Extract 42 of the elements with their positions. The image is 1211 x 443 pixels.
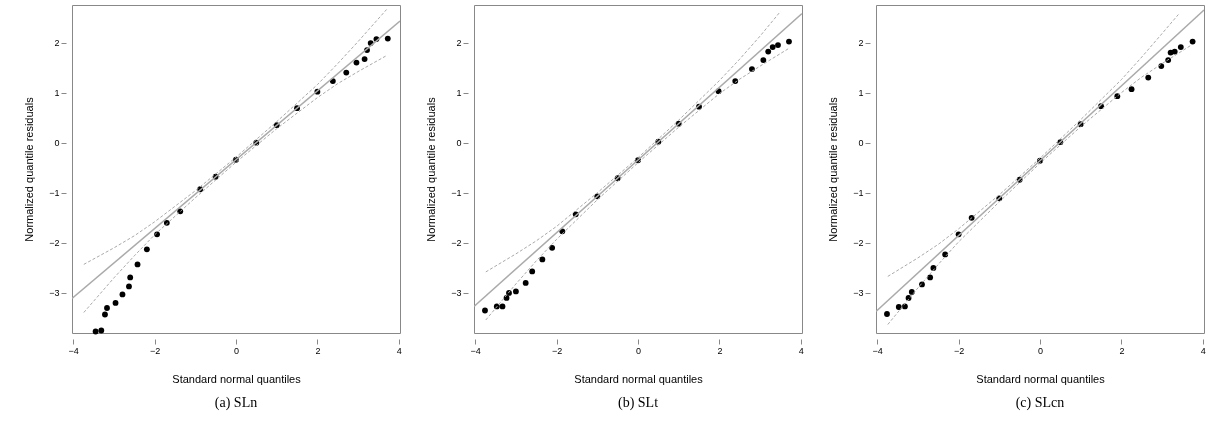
text: (b) SLt xyxy=(617,395,659,411)
y-tick-label: 1 xyxy=(858,88,864,99)
text: (c) SLcn xyxy=(1015,395,1065,411)
y-tick-label: 2 xyxy=(54,38,60,49)
y-tick-label: 0 xyxy=(456,138,462,149)
x-tick-label: 0 xyxy=(1037,345,1044,356)
y-tick-label: −2 xyxy=(853,238,864,249)
x-tick-label: 0 xyxy=(635,345,642,356)
x-tick-label: −4 xyxy=(872,345,883,356)
y-tick-label: −2 xyxy=(451,238,462,249)
y-tick-label: −3 xyxy=(49,288,60,299)
x-axis-title: Standard normal quantiles xyxy=(976,372,1106,385)
y-tick-label: 0 xyxy=(54,138,60,149)
x-tick-label: 2 xyxy=(315,345,321,356)
x-tick-label: −2 xyxy=(953,345,965,356)
y-axis-title: Normalized quantile residuals xyxy=(827,96,840,242)
x-tick-label: 4 xyxy=(1200,345,1206,356)
y-tick-label: −1 xyxy=(853,188,864,199)
y-tick-label: 1 xyxy=(456,88,462,99)
y-axis-title: Normalized quantile residuals xyxy=(425,96,438,242)
x-tick-label: −2 xyxy=(149,345,161,356)
x-tick-label: 2 xyxy=(1119,345,1125,356)
y-tick-label: 2 xyxy=(456,38,462,49)
x-tick-label: −2 xyxy=(551,345,563,356)
y-tick-label: −3 xyxy=(451,288,462,299)
x-tick-label: −4 xyxy=(470,345,481,356)
x-tick-label: −4 xyxy=(68,345,79,356)
x-tick-label: 0 xyxy=(233,345,240,356)
x-axis-title: Standard normal quantiles xyxy=(574,372,704,385)
y-tick-label: −2 xyxy=(49,238,60,249)
x-tick-label: 4 xyxy=(798,345,804,356)
y-tick-label: −3 xyxy=(853,288,864,299)
y-tick-label: 1 xyxy=(54,88,60,99)
y-tick-label: −1 xyxy=(451,188,462,199)
x-tick-label: 2 xyxy=(717,345,723,356)
y-axis-title: Normalized quantile residuals xyxy=(23,96,36,242)
y-tick-label: 2 xyxy=(858,38,864,49)
x-tick-label: 4 xyxy=(396,345,402,356)
y-tick-label: 0 xyxy=(858,138,864,149)
y-tick-label: −1 xyxy=(49,188,60,199)
x-axis-title: Standard normal quantiles xyxy=(172,372,302,385)
text: (a) SLn xyxy=(214,395,258,411)
